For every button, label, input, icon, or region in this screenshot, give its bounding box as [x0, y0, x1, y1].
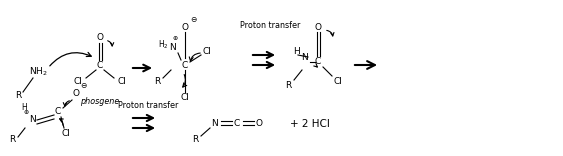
- Text: Cl: Cl: [333, 78, 342, 86]
- Text: ⊕: ⊕: [172, 36, 177, 41]
- Text: NH$_2$: NH$_2$: [29, 66, 47, 78]
- Text: R: R: [15, 90, 21, 100]
- Text: ⊖: ⊖: [190, 15, 196, 24]
- Text: C: C: [55, 107, 61, 117]
- Text: O: O: [96, 34, 104, 42]
- Text: H: H: [21, 103, 27, 112]
- Text: H: H: [293, 47, 300, 56]
- Text: O: O: [181, 24, 189, 32]
- Text: C: C: [315, 58, 321, 66]
- Text: N: N: [29, 115, 35, 124]
- Text: N: N: [301, 54, 307, 63]
- Text: Cl: Cl: [203, 47, 212, 56]
- Text: O: O: [73, 90, 79, 98]
- Text: O: O: [315, 24, 321, 32]
- Text: C: C: [234, 119, 240, 129]
- Text: R: R: [9, 136, 15, 144]
- Text: Cl: Cl: [118, 78, 127, 86]
- Text: O: O: [256, 119, 262, 129]
- Text: C: C: [97, 61, 103, 70]
- Text: R: R: [154, 78, 160, 86]
- Text: N: N: [169, 44, 176, 53]
- Text: ⊖: ⊖: [80, 81, 86, 90]
- Text: ⊕: ⊕: [24, 110, 29, 115]
- Text: + 2 HCl: + 2 HCl: [290, 119, 330, 129]
- Text: Proton transfer: Proton transfer: [118, 100, 178, 110]
- Text: Proton transfer: Proton transfer: [240, 20, 300, 29]
- Text: Cl: Cl: [74, 78, 82, 86]
- Text: R: R: [285, 80, 291, 90]
- Text: N: N: [212, 119, 218, 129]
- Text: Cl: Cl: [181, 93, 189, 102]
- Text: phosgene: phosgene: [81, 98, 119, 107]
- Text: C: C: [182, 61, 188, 70]
- Text: H$_2$: H$_2$: [158, 39, 168, 51]
- Text: R: R: [192, 136, 198, 144]
- Text: Cl: Cl: [61, 129, 70, 139]
